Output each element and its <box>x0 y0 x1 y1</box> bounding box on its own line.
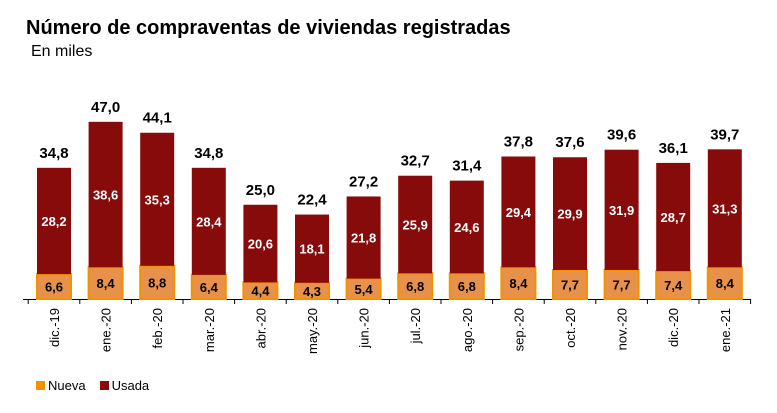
data-label-nueva: 4,4 <box>251 284 270 299</box>
bar-usada <box>449 180 484 274</box>
data-label-usada: 35,3 <box>145 192 170 207</box>
bar-nueva <box>655 270 692 300</box>
data-label-nueva: 8,4 <box>509 276 528 291</box>
data-label-nueva: 8,4 <box>97 276 116 291</box>
data-label-total: 32,7 <box>401 153 430 170</box>
x-tick-label: jul.-20 <box>408 308 423 344</box>
data-label-total: 37,6 <box>555 134 584 151</box>
x-tick-label: oct.-20 <box>563 308 578 348</box>
legend-swatch-nueva <box>36 381 45 390</box>
data-label-total: 47,0 <box>91 99 120 116</box>
legend-item-nueva: Nueva <box>36 378 86 393</box>
bar-usada <box>88 121 123 268</box>
data-label-usada: 28,7 <box>661 210 686 225</box>
data-label-nueva: 8,4 <box>716 276 735 291</box>
data-label-nueva: 7,7 <box>613 277 631 292</box>
data-label-nueva: 8,8 <box>148 275 166 290</box>
data-label-total: 44,1 <box>143 110 172 127</box>
data-label-usada: 38,6 <box>93 188 118 203</box>
bar-nueva <box>552 268 588 301</box>
data-label-total: 34,8 <box>39 145 68 162</box>
bar-usada <box>604 149 639 270</box>
data-label-usada: 29,4 <box>506 205 532 220</box>
data-label-total: 31,4 <box>452 158 482 175</box>
bar-usada <box>140 132 175 266</box>
bar-usada <box>398 175 433 274</box>
bar-usada <box>37 167 71 275</box>
data-label-nueva: 5,4 <box>355 282 374 297</box>
data-label-total: 22,4 <box>297 192 327 209</box>
data-label-usada: 28,2 <box>41 214 66 229</box>
data-label-total: 36,1 <box>659 140 688 157</box>
x-tick-label: ene.-20 <box>99 308 114 352</box>
data-label-nueva: 4,3 <box>303 284 321 299</box>
data-label-usada: 31,3 <box>712 201 737 216</box>
data-label-nueva: 6,8 <box>458 279 476 294</box>
bar-nueva <box>603 268 640 301</box>
bar-usada <box>656 162 691 272</box>
legend-label-nueva: Nueva <box>48 378 86 393</box>
bar-nueva <box>448 272 485 301</box>
data-label-total: 25,0 <box>246 182 275 199</box>
legend-swatch-usada <box>99 381 109 390</box>
data-label-nueva: 7,4 <box>664 278 683 293</box>
x-tick-label: jun.-20 <box>357 308 372 349</box>
chart-subtitle: En miles <box>31 43 93 60</box>
x-tick-label: dic.-20 <box>666 308 681 347</box>
data-label-nueva: 6,6 <box>45 280 63 295</box>
data-label-total: 39,6 <box>607 127 636 144</box>
bar-usada <box>243 204 278 283</box>
data-label-usada: 29,9 <box>557 207 582 222</box>
data-label-total: 34,8 <box>194 145 223 162</box>
bar-usada <box>346 196 381 279</box>
bar-nueva <box>397 272 434 301</box>
legend-item-usada: Usada <box>99 378 150 393</box>
data-label-usada: 28,4 <box>196 214 222 229</box>
data-label-total: 39,7 <box>710 126 739 143</box>
data-label-nueva: 6,8 <box>406 279 424 294</box>
x-tick-label: dic.-19 <box>47 308 62 347</box>
data-label-total: 37,8 <box>504 133 533 150</box>
chart-title: Número de compraventas de viviendas regi… <box>26 17 511 39</box>
legend-label-usada: Usada <box>111 378 150 393</box>
x-tick-label: sep.-20 <box>511 308 526 351</box>
x-tick-label: feb.-20 <box>150 308 165 348</box>
data-label-usada: 31,9 <box>609 203 634 218</box>
data-label-nueva: 6,4 <box>200 280 219 295</box>
data-label-total: 27,2 <box>349 173 378 190</box>
x-tick-label: ene.-21 <box>718 308 733 352</box>
bar-nueva <box>500 266 537 300</box>
data-label-usada: 21,8 <box>351 231 376 246</box>
x-tick-label: abr.-20 <box>253 308 268 348</box>
data-label-usada: 24,6 <box>454 220 479 235</box>
x-tick-label: ago.-20 <box>460 308 475 352</box>
data-label-usada: 18,1 <box>299 242 324 257</box>
data-label-nueva: 7,7 <box>561 277 579 292</box>
legend: Nueva Usada <box>36 378 149 393</box>
x-tick-label: nov.-20 <box>615 308 630 350</box>
x-tick-label: mar.-20 <box>202 308 217 352</box>
data-label-usada: 25,9 <box>403 218 428 233</box>
bar-usada <box>501 156 536 268</box>
bar-nueva <box>139 264 176 301</box>
x-tick-label: may.-20 <box>305 308 320 354</box>
bar-usada <box>191 167 226 275</box>
bar-usada <box>553 157 587 270</box>
bar-usada <box>295 214 329 283</box>
bar-usada <box>707 149 742 268</box>
data-label-usada: 20,6 <box>248 237 273 252</box>
